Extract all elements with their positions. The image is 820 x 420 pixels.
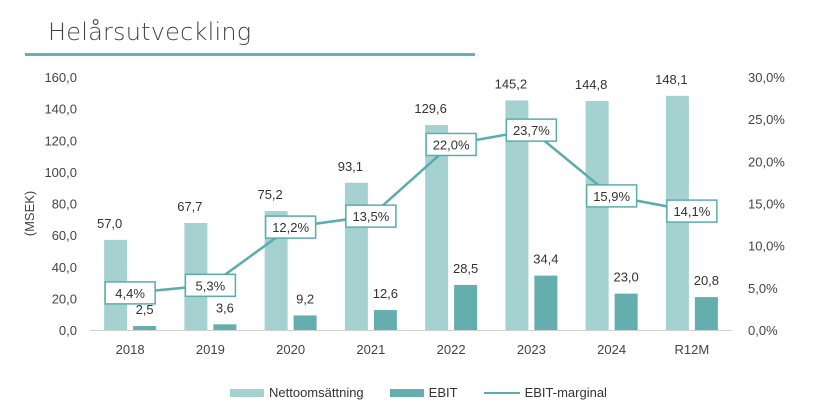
y-tick-right: 30,0% (748, 70, 785, 85)
margin-label-2020: 12,2% (272, 220, 309, 235)
margin-label-2023: 23,7% (513, 123, 550, 138)
margin-label-box-2024 (585, 184, 638, 208)
label-ebit-2023: 34,4 (533, 252, 558, 267)
y-tick-left: 80,0 (52, 197, 77, 212)
margin-label-box-2022 (425, 132, 477, 157)
y-tick-left: 160,0 (44, 70, 77, 85)
legend-item-margin: EBIT-marginal (483, 385, 607, 400)
chart-title: Helårsutveckling (48, 18, 252, 46)
margin-label-2019: 5,3% (196, 278, 226, 293)
margin-label-box-2020 (264, 215, 317, 239)
margin-label-R12M: 14,1% (673, 204, 710, 219)
bar-ebit-2018 (133, 326, 157, 330)
y-tick-right: 20,0% (748, 154, 785, 169)
bar-revenue-2024 (585, 101, 609, 330)
x-tick-2021: 2021 (356, 342, 385, 357)
legend-line-margin (483, 391, 520, 394)
x-tick-2022: 2022 (437, 342, 466, 357)
legend-swatch-revenue (230, 388, 264, 397)
bar-ebit-2019 (213, 324, 237, 330)
margin-label-2024: 15,9% (593, 189, 630, 204)
margin-label-2022: 22,0% (433, 137, 470, 152)
bar-ebit-R12M (694, 297, 718, 330)
legend-swatch-ebit (389, 388, 424, 397)
margin-label-box-R12M (666, 199, 718, 223)
x-tick-2023: 2023 (517, 342, 546, 357)
y-tick-left: 100,0 (44, 165, 77, 180)
x-tick-R12M: R12M (675, 342, 710, 357)
margin-label-box-2019 (184, 273, 237, 298)
label-revenue-2019: 67,7 (177, 199, 202, 214)
y-tick-right: 15,0% (748, 197, 785, 212)
label-ebit-2022: 28,5 (453, 261, 478, 276)
y-tick-right: 10,0% (748, 239, 785, 254)
legend-item-revenue: Nettoomsättning (230, 385, 364, 400)
label-revenue-2023: 145,2 (495, 76, 528, 91)
label-ebit-2021: 12,6 (373, 286, 398, 301)
label-ebit-R12M: 20,8 (694, 273, 719, 288)
label-revenue-R12M: 148,1 (655, 72, 688, 87)
x-tick-2024: 2024 (597, 342, 626, 357)
title-underline (25, 53, 475, 56)
bar-revenue-2022 (425, 125, 449, 330)
y-axis-label: (MSEK) (22, 191, 37, 237)
x-tick-2020: 2020 (276, 342, 305, 357)
label-revenue-2020: 75,2 (257, 187, 282, 202)
legend-item-ebit: EBIT (389, 385, 458, 400)
label-ebit-2019: 3,6 (216, 300, 234, 315)
y-tick-left: 60,0 (52, 228, 77, 243)
y-tick-left: 120,0 (44, 133, 77, 148)
y-tick-left: 0,0 (59, 323, 77, 338)
x-tick-2019: 2019 (196, 342, 225, 357)
y-tick-right: 0,0% (748, 323, 778, 338)
bar-revenue-2023 (505, 100, 529, 330)
bar-ebit-2024 (614, 293, 638, 330)
legend: Nettoomsättning EBIT EBIT-marginal (230, 385, 633, 400)
legend-label-revenue: Nettoomsättning (269, 385, 364, 400)
label-ebit-2024: 23,0 (613, 270, 638, 285)
bar-ebit-2022 (454, 284, 478, 330)
label-revenue-2024: 144,8 (575, 77, 608, 92)
y-tick-left: 40,0 (52, 260, 77, 275)
label-revenue-2021: 93,1 (338, 159, 363, 174)
legend-label-ebit: EBIT (428, 385, 458, 400)
y-tick-right: 25,0% (748, 112, 785, 127)
bar-ebit-2021 (373, 310, 397, 330)
x-tick-2018: 2018 (116, 342, 145, 357)
y-tick-left: 140,0 (44, 102, 77, 117)
margin-label-box-2023 (505, 118, 558, 142)
label-revenue-2022: 129,6 (414, 101, 447, 116)
margin-label-box-2021 (345, 204, 397, 228)
bar-ebit-2023 (534, 275, 558, 330)
label-ebit-2020: 9,2 (296, 291, 314, 306)
y-tick-right: 5,0% (748, 281, 778, 296)
bar-ebit-2020 (293, 315, 317, 330)
label-revenue-2018: 57,0 (97, 216, 122, 231)
label-ebit-2018: 2,5 (136, 302, 154, 317)
y-tick-left: 20,0 (52, 291, 77, 306)
margin-label-box-2018 (104, 281, 156, 305)
margin-label-2021: 13,5% (352, 209, 389, 224)
legend-label-margin: EBIT-marginal (524, 385, 607, 400)
margin-label-2018: 4,4% (115, 286, 145, 301)
